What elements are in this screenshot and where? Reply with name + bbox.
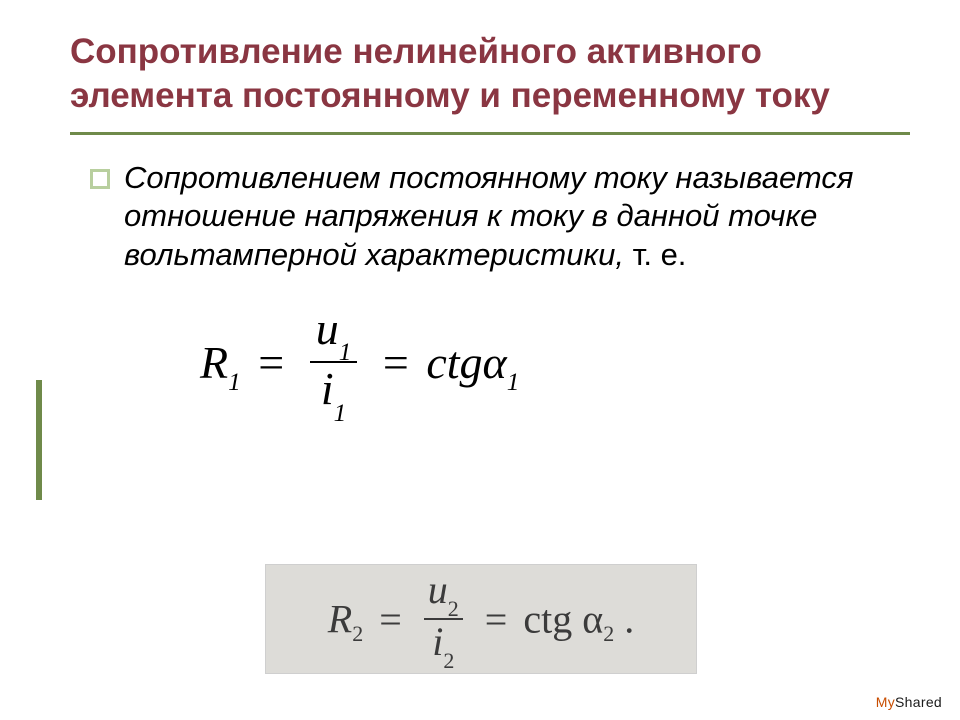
f1-R-sub: 1 <box>228 368 241 396</box>
formula-2-box: R2 = u2 i2 = ctg α2 . <box>265 564 697 674</box>
f2-fraction: u2 i2 <box>424 570 463 668</box>
f2-alpha-sub: 2 <box>603 621 614 646</box>
f2-alpha: α <box>582 597 603 642</box>
f1-num: u1 <box>310 305 358 360</box>
left-accent-bar <box>36 380 42 500</box>
f2-period: . <box>614 597 634 642</box>
f2-num: u2 <box>424 570 463 616</box>
f1-den-sym: i <box>321 363 334 414</box>
f1-ctg: ctg <box>426 337 482 388</box>
formula-2: R2 = u2 i2 = ctg α2 . <box>328 570 634 668</box>
bullet-block: Сопротивлением постоянному току называет… <box>0 135 960 275</box>
f1-alpha: α <box>483 337 507 388</box>
f1-den-sub: 1 <box>334 399 347 427</box>
f2-num-sym: u <box>428 567 448 612</box>
body-italic: Сопротивлением постоянному току называет… <box>124 160 853 273</box>
watermark: MyShared <box>876 694 942 710</box>
f2-R-sub: 2 <box>352 621 363 646</box>
watermark-my: My <box>876 694 895 710</box>
f1-fraction: u1 i1 <box>310 305 358 420</box>
f1-eq-2: = <box>383 337 409 388</box>
f2-eq-1: = <box>379 597 402 642</box>
f2-R: R <box>328 597 352 642</box>
watermark-shared: Shared <box>895 694 942 710</box>
f1-eq-1: = <box>258 337 284 388</box>
f2-den-sub: 2 <box>443 648 454 673</box>
f1-den: i1 <box>310 365 358 420</box>
f2-eq-2: = <box>485 597 508 642</box>
f2-den: i2 <box>424 622 463 668</box>
slide-title: Сопротивление нелинейного активного элем… <box>70 30 900 118</box>
title-block: Сопротивление нелинейного активного элем… <box>0 0 960 135</box>
f1-R: R <box>200 337 228 388</box>
bullet-square-icon <box>90 169 110 189</box>
body-plain: т. е. <box>624 237 686 272</box>
slide: Сопротивление нелинейного активного элем… <box>0 0 960 720</box>
f2-num-sub: 2 <box>448 596 459 621</box>
body-paragraph: Сопротивлением постоянному току называет… <box>124 159 890 275</box>
formula-1: R1 = u1 i1 = ctgα1 <box>200 305 960 420</box>
f1-num-sym: u <box>316 303 339 354</box>
f2-ctg: ctg <box>523 597 572 642</box>
f1-alpha-sub: 1 <box>507 368 520 396</box>
f2-den-sym: i <box>432 619 443 664</box>
f1-num-sub: 1 <box>339 338 352 366</box>
